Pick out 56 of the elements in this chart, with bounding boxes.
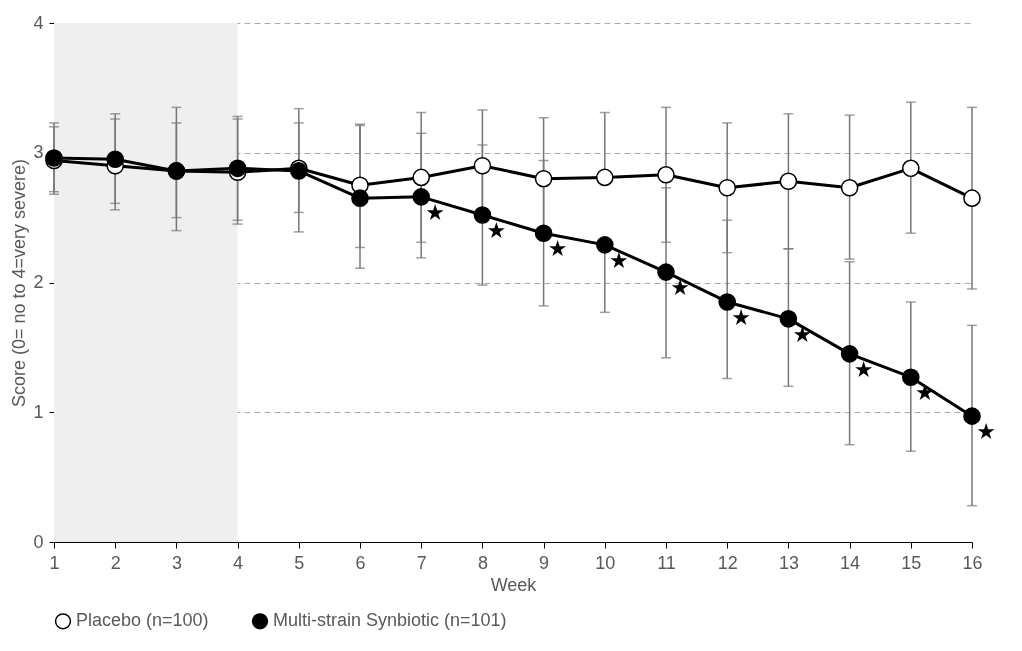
point — [901, 159, 920, 178]
x-tick-label: 12 — [717, 552, 738, 573]
x-tick-label: 2 — [110, 552, 121, 573]
point — [534, 169, 553, 188]
x-tick-label: 11 — [657, 552, 676, 573]
x-tick-label: 16 — [962, 552, 983, 573]
x-tick-label: 5 — [294, 552, 305, 573]
annotation: ★ — [608, 247, 629, 273]
point — [657, 166, 675, 184]
annotation: ★ — [792, 321, 813, 347]
point — [779, 310, 798, 328]
annotation: ★ — [731, 304, 752, 330]
point — [963, 407, 981, 425]
x-tick-label: 14 — [840, 552, 861, 573]
x-tick-label: 13 — [778, 552, 799, 573]
point — [718, 293, 737, 311]
annotation: ★ — [853, 356, 874, 382]
x-tick-label: 4 — [233, 552, 244, 573]
point — [595, 236, 614, 254]
x-tick-label: 10 — [595, 552, 616, 573]
annotation: ★ — [976, 419, 996, 445]
legend-label: Multi-strain Synbiotic (n=101) — [273, 610, 507, 631]
point — [473, 156, 492, 175]
point — [106, 150, 125, 169]
y-axis-title: Score (0= no to 4=very severe) — [9, 158, 30, 408]
annotation: ★ — [486, 218, 507, 244]
y-tick-label: 4 — [33, 12, 44, 33]
point — [718, 178, 737, 197]
point — [534, 224, 553, 242]
y-tick-label: 2 — [33, 272, 44, 292]
point — [595, 168, 614, 187]
point — [473, 206, 492, 224]
annotation: ★ — [425, 199, 446, 225]
point — [657, 263, 675, 281]
point — [840, 178, 859, 197]
x-tick-label: 6 — [355, 552, 366, 573]
annotation: ★ — [670, 275, 690, 301]
y-tick-label: 1 — [33, 401, 44, 422]
x-tick-label: 1 — [49, 552, 60, 573]
x-tick-label: 7 — [416, 552, 427, 573]
x-tick-label: 8 — [477, 552, 488, 573]
y-tick-label: 3 — [33, 142, 44, 163]
point — [228, 159, 247, 178]
point — [351, 189, 369, 207]
point — [963, 189, 981, 207]
x-tick-label: 9 — [539, 552, 550, 573]
x-tick-label: 3 — [171, 552, 182, 573]
legend-label: Placebo (n=100) — [76, 610, 209, 631]
annotation: ★ — [547, 236, 568, 262]
point — [840, 345, 859, 363]
point — [412, 168, 431, 187]
point — [779, 172, 798, 191]
y-tick-label: 0 — [33, 531, 44, 552]
x-axis-title: Week — [490, 574, 538, 595]
point — [412, 188, 431, 206]
x-tick-label: 15 — [901, 552, 922, 573]
